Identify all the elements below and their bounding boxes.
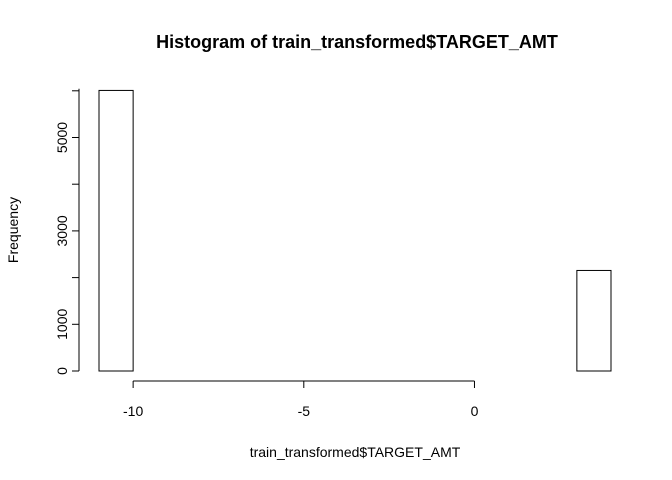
histogram-bar-0 (98, 89, 134, 372)
y-tick-label-1: 1000 (54, 309, 70, 340)
chart-title: Histogram of train_transformed$TARGET_AM… (156, 32, 558, 52)
histogram-bar-14 (576, 269, 612, 372)
bars-group (98, 89, 612, 372)
y-tick-label-0: 0 (54, 367, 70, 375)
x-axis-label: train_transformed$TARGET_AMT (250, 444, 461, 460)
x-axis: -10 -5 0 (123, 380, 479, 419)
y-axis-label: Frequency (5, 197, 21, 263)
y-axis: 0 1000 3000 5000 (54, 88, 80, 375)
y-tick-label-3: 5000 (54, 122, 70, 153)
x-tick-label-2: 0 (471, 403, 479, 419)
y-tick-label-2: 3000 (54, 215, 70, 246)
x-tick-label-1: -5 (298, 403, 311, 419)
x-tick-label-0: -10 (123, 403, 143, 419)
